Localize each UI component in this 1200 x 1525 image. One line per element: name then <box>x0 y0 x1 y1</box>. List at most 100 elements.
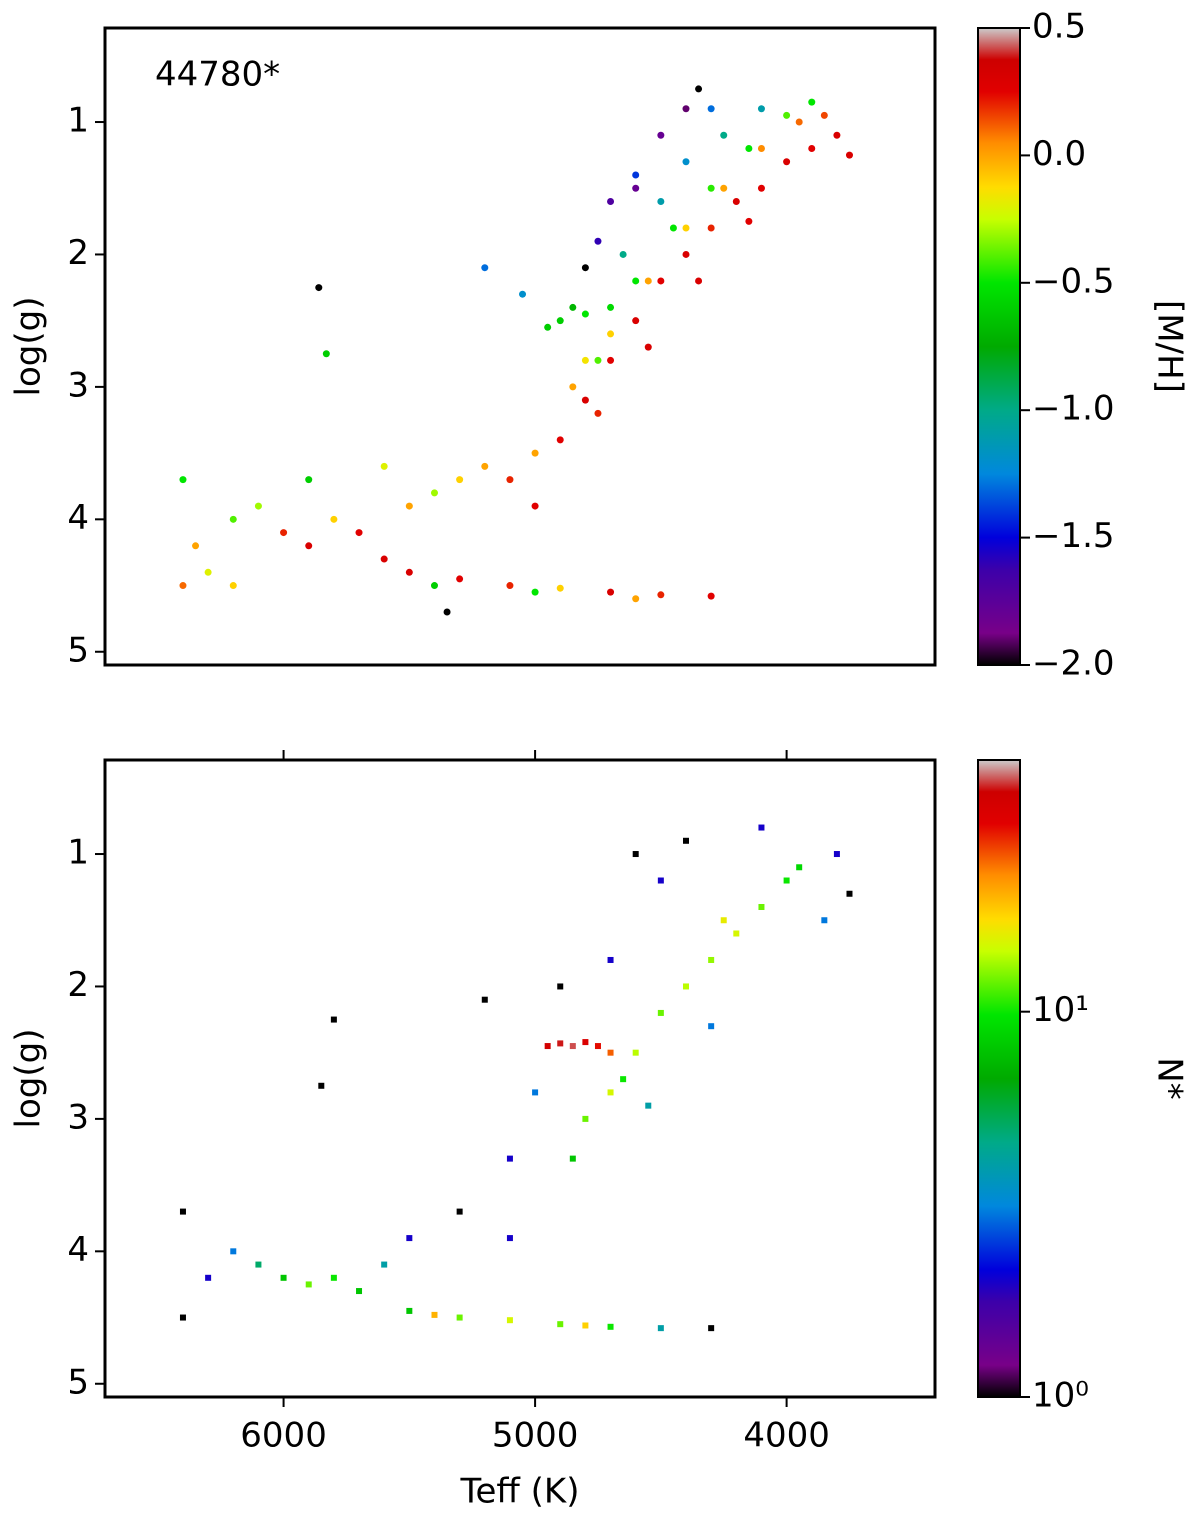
star-point <box>808 98 816 106</box>
colorbar-tick-label: 0.0 <box>1032 134 1086 174</box>
density-cell <box>179 1314 186 1321</box>
density-cell <box>330 1016 337 1023</box>
star-point <box>820 111 828 119</box>
y-tick-label: 3 <box>67 365 89 405</box>
y-tick-label: 4 <box>67 498 89 538</box>
colorbar-label: N* <box>1150 1057 1190 1099</box>
star-point <box>556 317 564 325</box>
star-point <box>456 476 464 484</box>
star-point <box>607 356 615 364</box>
density-cell <box>481 996 488 1003</box>
density-cell <box>280 1274 287 1281</box>
y-tick-label: 2 <box>67 233 89 273</box>
star-point <box>657 277 665 285</box>
y-tick-label: 5 <box>67 630 89 670</box>
density-cell <box>846 890 853 897</box>
star-point <box>179 582 187 590</box>
star-point <box>707 105 715 113</box>
density-cell <box>632 851 639 858</box>
density-cell <box>330 1274 337 1281</box>
star-point <box>607 303 615 311</box>
star-point <box>322 350 330 358</box>
density-cell <box>607 1089 614 1096</box>
star-point <box>481 462 489 470</box>
density-cell <box>657 877 664 884</box>
density-cell <box>557 1321 564 1328</box>
density-cell <box>381 1261 388 1268</box>
star-point <box>380 555 388 563</box>
star-point <box>669 224 677 232</box>
density-cell <box>179 1208 186 1215</box>
colorbar <box>977 27 1021 666</box>
density-cell <box>532 1089 539 1096</box>
star-point <box>581 264 589 272</box>
density-cell <box>607 1049 614 1056</box>
star-point <box>757 145 765 153</box>
density-cell <box>657 1009 664 1016</box>
star-point <box>745 217 753 225</box>
density-cell <box>318 1082 325 1089</box>
colorbar-tick-label: −1.0 <box>1032 389 1115 429</box>
density-cell <box>557 983 564 990</box>
density-cell <box>544 1043 551 1050</box>
density-cell <box>569 1155 576 1162</box>
density-cell <box>607 1323 614 1330</box>
x-tick-label: 6000 <box>240 1416 327 1456</box>
star-point <box>430 489 438 497</box>
star-point <box>305 542 313 550</box>
y-axis-label: log(g) <box>9 297 49 397</box>
y-tick-label: 1 <box>67 833 89 873</box>
density-cell <box>255 1261 262 1268</box>
x-tick-label: 5000 <box>492 1416 579 1456</box>
star-point <box>594 356 602 364</box>
star-point <box>707 184 715 192</box>
star-point <box>280 529 288 537</box>
density-cell <box>456 1208 463 1215</box>
star-point <box>330 515 338 523</box>
star-point <box>556 584 564 592</box>
star-point <box>581 396 589 404</box>
star-point <box>757 184 765 192</box>
density-cell <box>720 917 727 924</box>
star-point <box>305 476 313 484</box>
star-point <box>632 184 640 192</box>
colorbar <box>977 759 1021 1398</box>
density-cell <box>205 1274 212 1281</box>
star-point <box>757 105 765 113</box>
colorbar-tick-label: −1.5 <box>1032 516 1115 556</box>
star-point <box>795 118 803 126</box>
density-cell <box>758 824 765 831</box>
star-point <box>544 323 552 331</box>
plot-area <box>179 85 853 616</box>
star-point <box>506 476 514 484</box>
star-point <box>315 284 323 292</box>
colorbar-tick-label: −2.0 <box>1032 644 1115 684</box>
density-cell <box>431 1311 438 1318</box>
annotation: 44780* <box>155 55 280 95</box>
star-point <box>569 303 577 311</box>
y-tick-label: 3 <box>67 1097 89 1137</box>
star-point <box>657 131 665 139</box>
star-point <box>632 595 640 603</box>
star-point <box>657 197 665 205</box>
star-point <box>833 131 841 139</box>
density-cell <box>569 1043 576 1050</box>
star-point <box>732 197 740 205</box>
density-cell <box>708 1023 715 1030</box>
density-cell <box>582 1039 589 1046</box>
axes-frame <box>103 26 937 667</box>
star-point <box>783 158 791 166</box>
density-cell <box>683 837 689 844</box>
star-point <box>179 476 187 484</box>
star-point <box>581 356 589 364</box>
star-point <box>607 330 615 338</box>
star-point <box>229 582 237 590</box>
y-tick-label: 4 <box>67 1230 89 1270</box>
colorbar-tick-label: 10⁰ <box>1032 1376 1089 1416</box>
star-point <box>783 111 791 119</box>
density-cell <box>645 1102 652 1109</box>
star-point <box>632 277 640 285</box>
star-point <box>695 85 703 93</box>
